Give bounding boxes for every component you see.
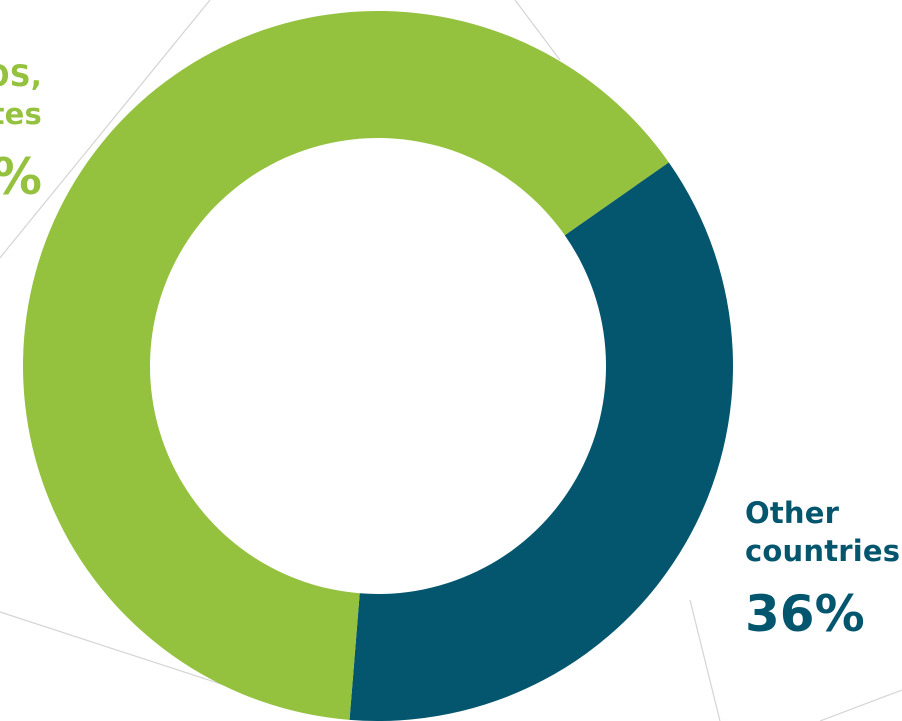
slice-label-line: tes [0, 96, 42, 131]
slice-label-cropped: OS, tes % [0, 58, 42, 210]
slice-label-other-countries: Other countries 36% [745, 495, 900, 647]
slice-label-line: OS, [0, 59, 42, 93]
guide-line [0, 0, 211, 259]
donut-slices [22, 10, 734, 721]
guide-line [514, 0, 561, 61]
guide-line [689, 599, 721, 721]
donut-slice-other-countries [349, 162, 734, 721]
slice-percent-label: % [0, 145, 42, 210]
slice-label-line: countries [745, 533, 901, 568]
slice-percent-label: 36% [745, 585, 865, 644]
guide-line [819, 689, 902, 721]
slice-label-line: Other [745, 496, 840, 530]
donut-slice-cropped [22, 10, 669, 720]
